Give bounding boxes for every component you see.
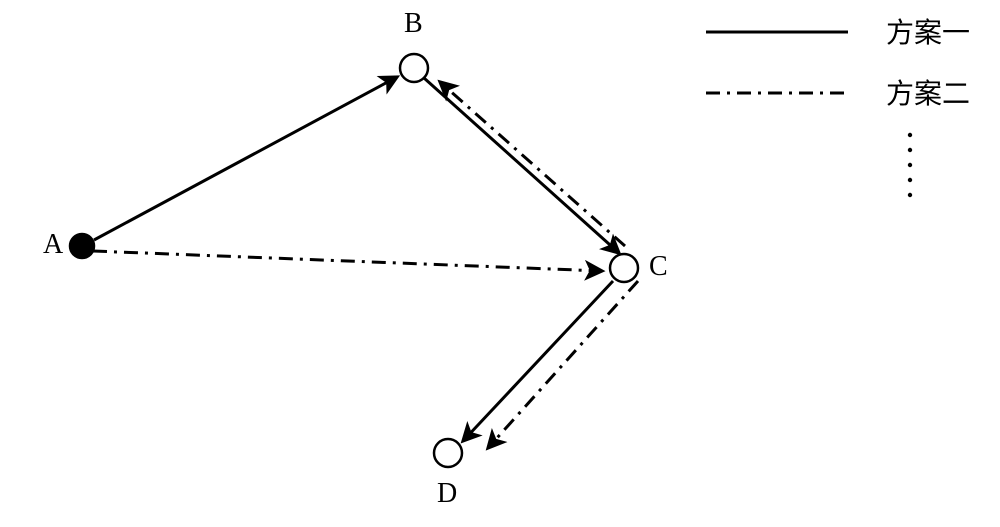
legend-label-0: 方案一 — [886, 17, 970, 48]
dashed-edge — [488, 281, 638, 448]
node-label-C: C — [649, 251, 668, 282]
diagram-canvas: A B C D 方案一方案二 — [0, 0, 1000, 527]
legend-label-1: 方案二 — [886, 78, 970, 109]
dashed-edge — [440, 82, 625, 246]
edges-solid-group — [94, 77, 619, 441]
solid-edge — [94, 77, 397, 240]
edges-dashed-group — [93, 82, 638, 448]
solid-edge — [424, 78, 619, 253]
node-A — [70, 234, 94, 258]
dashed-edge — [93, 251, 602, 271]
legend-ellipsis-dot — [908, 148, 912, 152]
node-label-D: D — [437, 478, 457, 509]
legend-ellipsis-dot — [908, 178, 912, 182]
legend-group: 方案一方案二 — [706, 17, 970, 197]
node-C — [610, 254, 638, 282]
legend-ellipsis-dot — [908, 133, 912, 137]
legend-ellipsis-dot — [908, 163, 912, 167]
solid-edge — [463, 281, 613, 441]
node-B — [400, 54, 428, 82]
node-D — [434, 439, 462, 467]
node-label-B: B — [404, 8, 423, 39]
node-label-A: A — [43, 229, 64, 260]
legend-ellipsis-dot — [908, 193, 912, 197]
node-labels-group: A B C D — [43, 8, 668, 509]
